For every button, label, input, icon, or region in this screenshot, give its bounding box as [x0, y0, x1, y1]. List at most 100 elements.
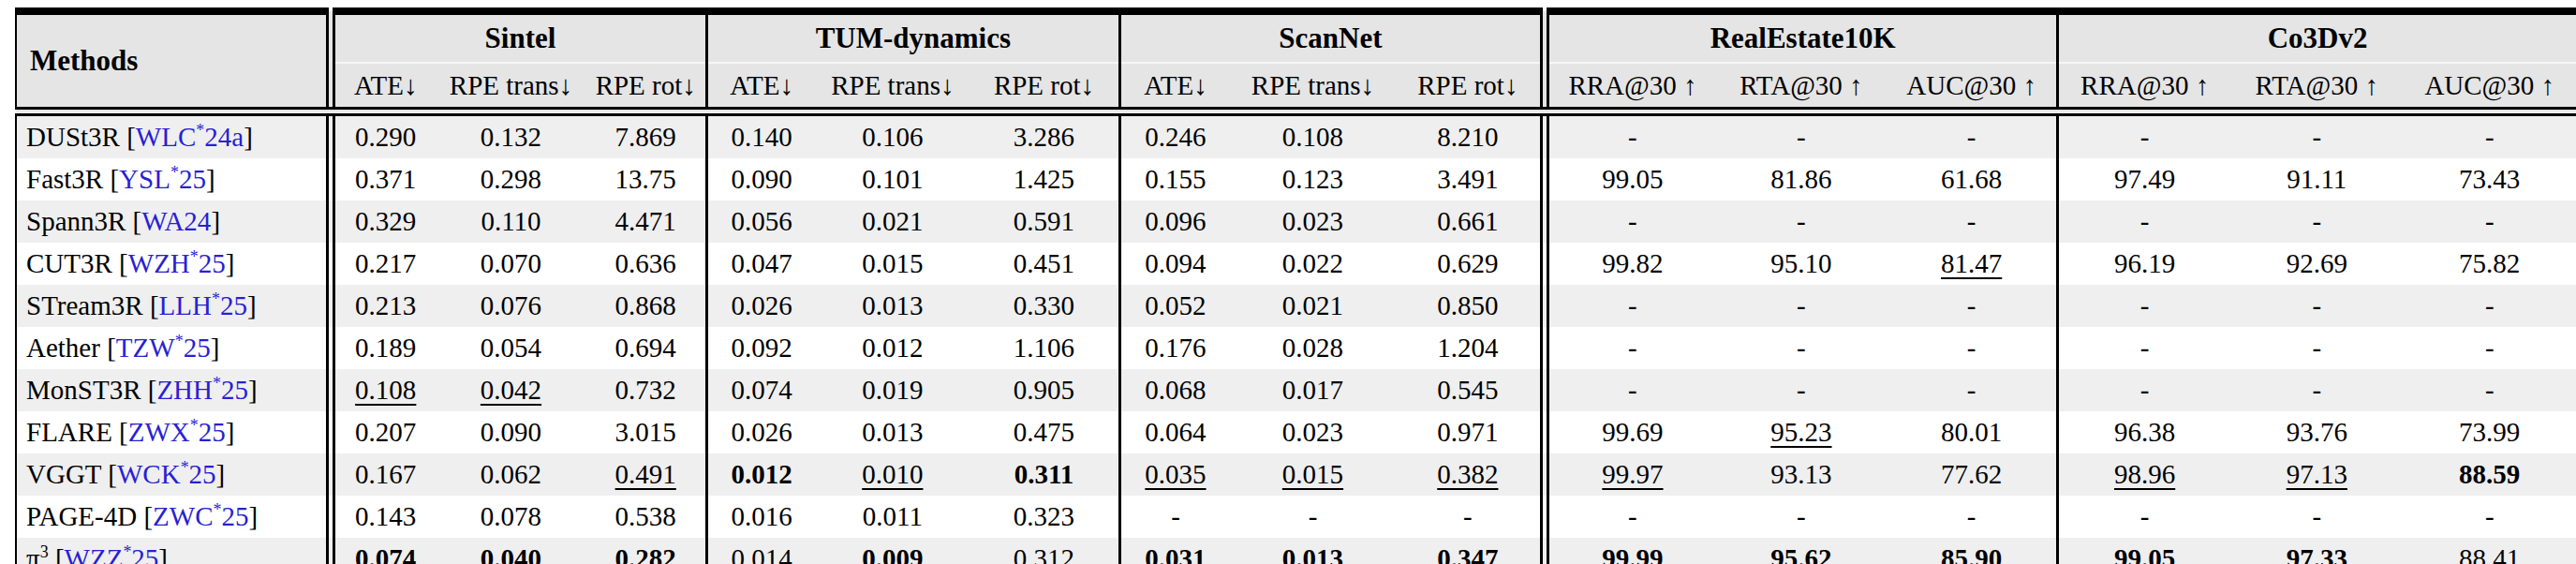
value-cell: 1.204 — [1396, 327, 1546, 369]
table-row: FLARE [ZWX*25]0.2070.0903.0150.0260.0130… — [16, 411, 2576, 453]
value-cell: 0.047 — [707, 243, 816, 285]
method-cell: DUSt3R [WLC*24a] — [16, 111, 331, 158]
citation-link[interactable]: WLC*24a — [136, 122, 244, 152]
value-cell: 8.210 — [1396, 111, 1546, 158]
citation-link[interactable]: WZH*25 — [128, 248, 226, 278]
metric-header-scannet-rpe-trans: RPE trans↓ — [1230, 63, 1395, 111]
value-cell: 96.38 — [2058, 411, 2230, 453]
value-cell: 0.591 — [970, 200, 1119, 243]
value-cell: 0.028 — [1230, 327, 1395, 369]
method-name: PAGE-4D — [26, 501, 137, 531]
value-cell: 0.329 — [331, 200, 437, 243]
value-cell: 0.013 — [815, 411, 970, 453]
value-cell: 7.869 — [585, 111, 706, 158]
table-row: Fast3R [YSL*25]0.3710.29813.750.0900.101… — [16, 158, 2576, 200]
method-name: Spann3R — [26, 206, 126, 236]
citation-star: * — [181, 458, 189, 477]
method-cell: MonST3R [ZHH*25] — [16, 369, 331, 411]
value-cell: 0.123 — [1230, 158, 1395, 200]
value-cell: - — [1887, 327, 2057, 369]
value-cell: - — [2403, 285, 2576, 327]
value-cell: 0.011 — [815, 496, 970, 538]
metric-header-co3dv2-rra-30-: RRA@30 ↑ — [2058, 63, 2230, 111]
citation-link[interactable]: LLH*25 — [159, 290, 247, 320]
citation-link[interactable]: ZWC*25 — [153, 501, 248, 531]
citation-link[interactable]: ZWX*25 — [128, 417, 226, 447]
value-cell: - — [2403, 327, 2576, 369]
value-cell: 0.290 — [331, 111, 437, 158]
value-cell: 1.425 — [970, 158, 1119, 200]
value-cell: - — [1545, 200, 1715, 243]
value-cell: 0.176 — [1119, 327, 1230, 369]
value-cell: 0.090 — [707, 158, 816, 200]
value-cell: 0.021 — [815, 200, 970, 243]
table-row: PAGE-4D [ZWC*25]0.1430.0780.5380.0160.01… — [16, 496, 2576, 538]
value-cell: 0.347 — [1396, 538, 1546, 564]
value-cell: 0.012 — [707, 453, 816, 496]
table-row: π3 [WZZ*25]0.0740.0400.2820.0140.0090.31… — [16, 538, 2576, 564]
citation-link[interactable]: WCK*25 — [117, 459, 216, 489]
metric-header-scannet-ate: ATE↓ — [1119, 63, 1230, 111]
metric-header-co3dv2-auc-30-: AUC@30 ↑ — [2403, 63, 2576, 111]
value-cell: 0.056 — [707, 200, 816, 243]
value-cell: 0.491 — [585, 453, 706, 496]
value-cell: 0.078 — [437, 496, 586, 538]
value-cell: 0.732 — [585, 369, 706, 411]
group-header-tum-dynamics: TUM-dynamics — [707, 11, 1119, 63]
value-cell: 0.868 — [585, 285, 706, 327]
citation-link[interactable]: WZZ*25 — [65, 543, 159, 564]
table-head: MethodsSintelTUM-dynamicsScanNetRealEsta… — [16, 11, 2576, 111]
value-cell: 13.75 — [585, 158, 706, 200]
citation-link[interactable]: TZW*25 — [116, 333, 211, 363]
value-cell: 95.23 — [1716, 411, 1887, 453]
value-cell: 95.62 — [1716, 538, 1887, 564]
value-cell: - — [1716, 200, 1887, 243]
value-cell: 0.015 — [1230, 453, 1395, 496]
value-cell: - — [1230, 496, 1395, 538]
value-cell: 80.01 — [1887, 411, 2057, 453]
value-cell: - — [1545, 369, 1715, 411]
metric-header-tum-dynamics-ate: ATE↓ — [707, 63, 816, 111]
value-cell: 0.850 — [1396, 285, 1546, 327]
value-cell: - — [2058, 200, 2230, 243]
value-cell: - — [1716, 285, 1887, 327]
metric-header-sintel-ate: ATE↓ — [331, 63, 437, 111]
value-cell: - — [2058, 369, 2230, 411]
value-cell: 0.382 — [1396, 453, 1546, 496]
method-name: Aether — [26, 333, 100, 363]
value-cell: 0.106 — [815, 111, 970, 158]
method-name: Fast3R — [26, 164, 103, 194]
value-cell: - — [1716, 111, 1887, 158]
value-cell: 0.207 — [331, 411, 437, 453]
value-cell: 0.101 — [815, 158, 970, 200]
value-cell: 95.10 — [1716, 243, 1887, 285]
citation-link[interactable]: WA24 — [141, 206, 211, 236]
citation-star: * — [175, 332, 184, 350]
value-cell: - — [1887, 496, 2057, 538]
value-cell: - — [2403, 111, 2576, 158]
metric-header-scannet-rpe-rot: RPE rot↓ — [1396, 63, 1546, 111]
table-row: Spann3R [WA24]0.3290.1104.4710.0560.0210… — [16, 200, 2576, 243]
citation-link[interactable]: YSL*25 — [119, 164, 206, 194]
value-cell: 99.99 — [1545, 538, 1715, 564]
value-cell: 0.189 — [331, 327, 437, 369]
citation-star: * — [212, 289, 220, 308]
value-cell: 0.052 — [1119, 285, 1230, 327]
value-cell: 97.13 — [2230, 453, 2403, 496]
method-cell: PAGE-4D [ZWC*25] — [16, 496, 331, 538]
table-row: STream3R [LLH*25]0.2130.0760.8680.0260.0… — [16, 285, 2576, 327]
citation-link[interactable]: ZHH*25 — [156, 375, 248, 405]
metric-header-realestate10k-rra-30-: RRA@30 ↑ — [1545, 63, 1715, 111]
value-cell: 93.13 — [1716, 453, 1887, 496]
value-cell: 99.05 — [2058, 538, 2230, 564]
value-cell: 1.106 — [970, 327, 1119, 369]
value-cell: 0.009 — [815, 538, 970, 564]
value-cell: 0.108 — [1230, 111, 1395, 158]
metric-header-sintel-rpe-rot: RPE rot↓ — [585, 63, 706, 111]
value-cell: - — [1887, 111, 2057, 158]
value-cell: 77.62 — [1887, 453, 2057, 496]
value-cell: - — [2230, 496, 2403, 538]
value-cell: 0.010 — [815, 453, 970, 496]
value-cell: 0.074 — [707, 369, 816, 411]
value-cell: - — [1887, 369, 2057, 411]
